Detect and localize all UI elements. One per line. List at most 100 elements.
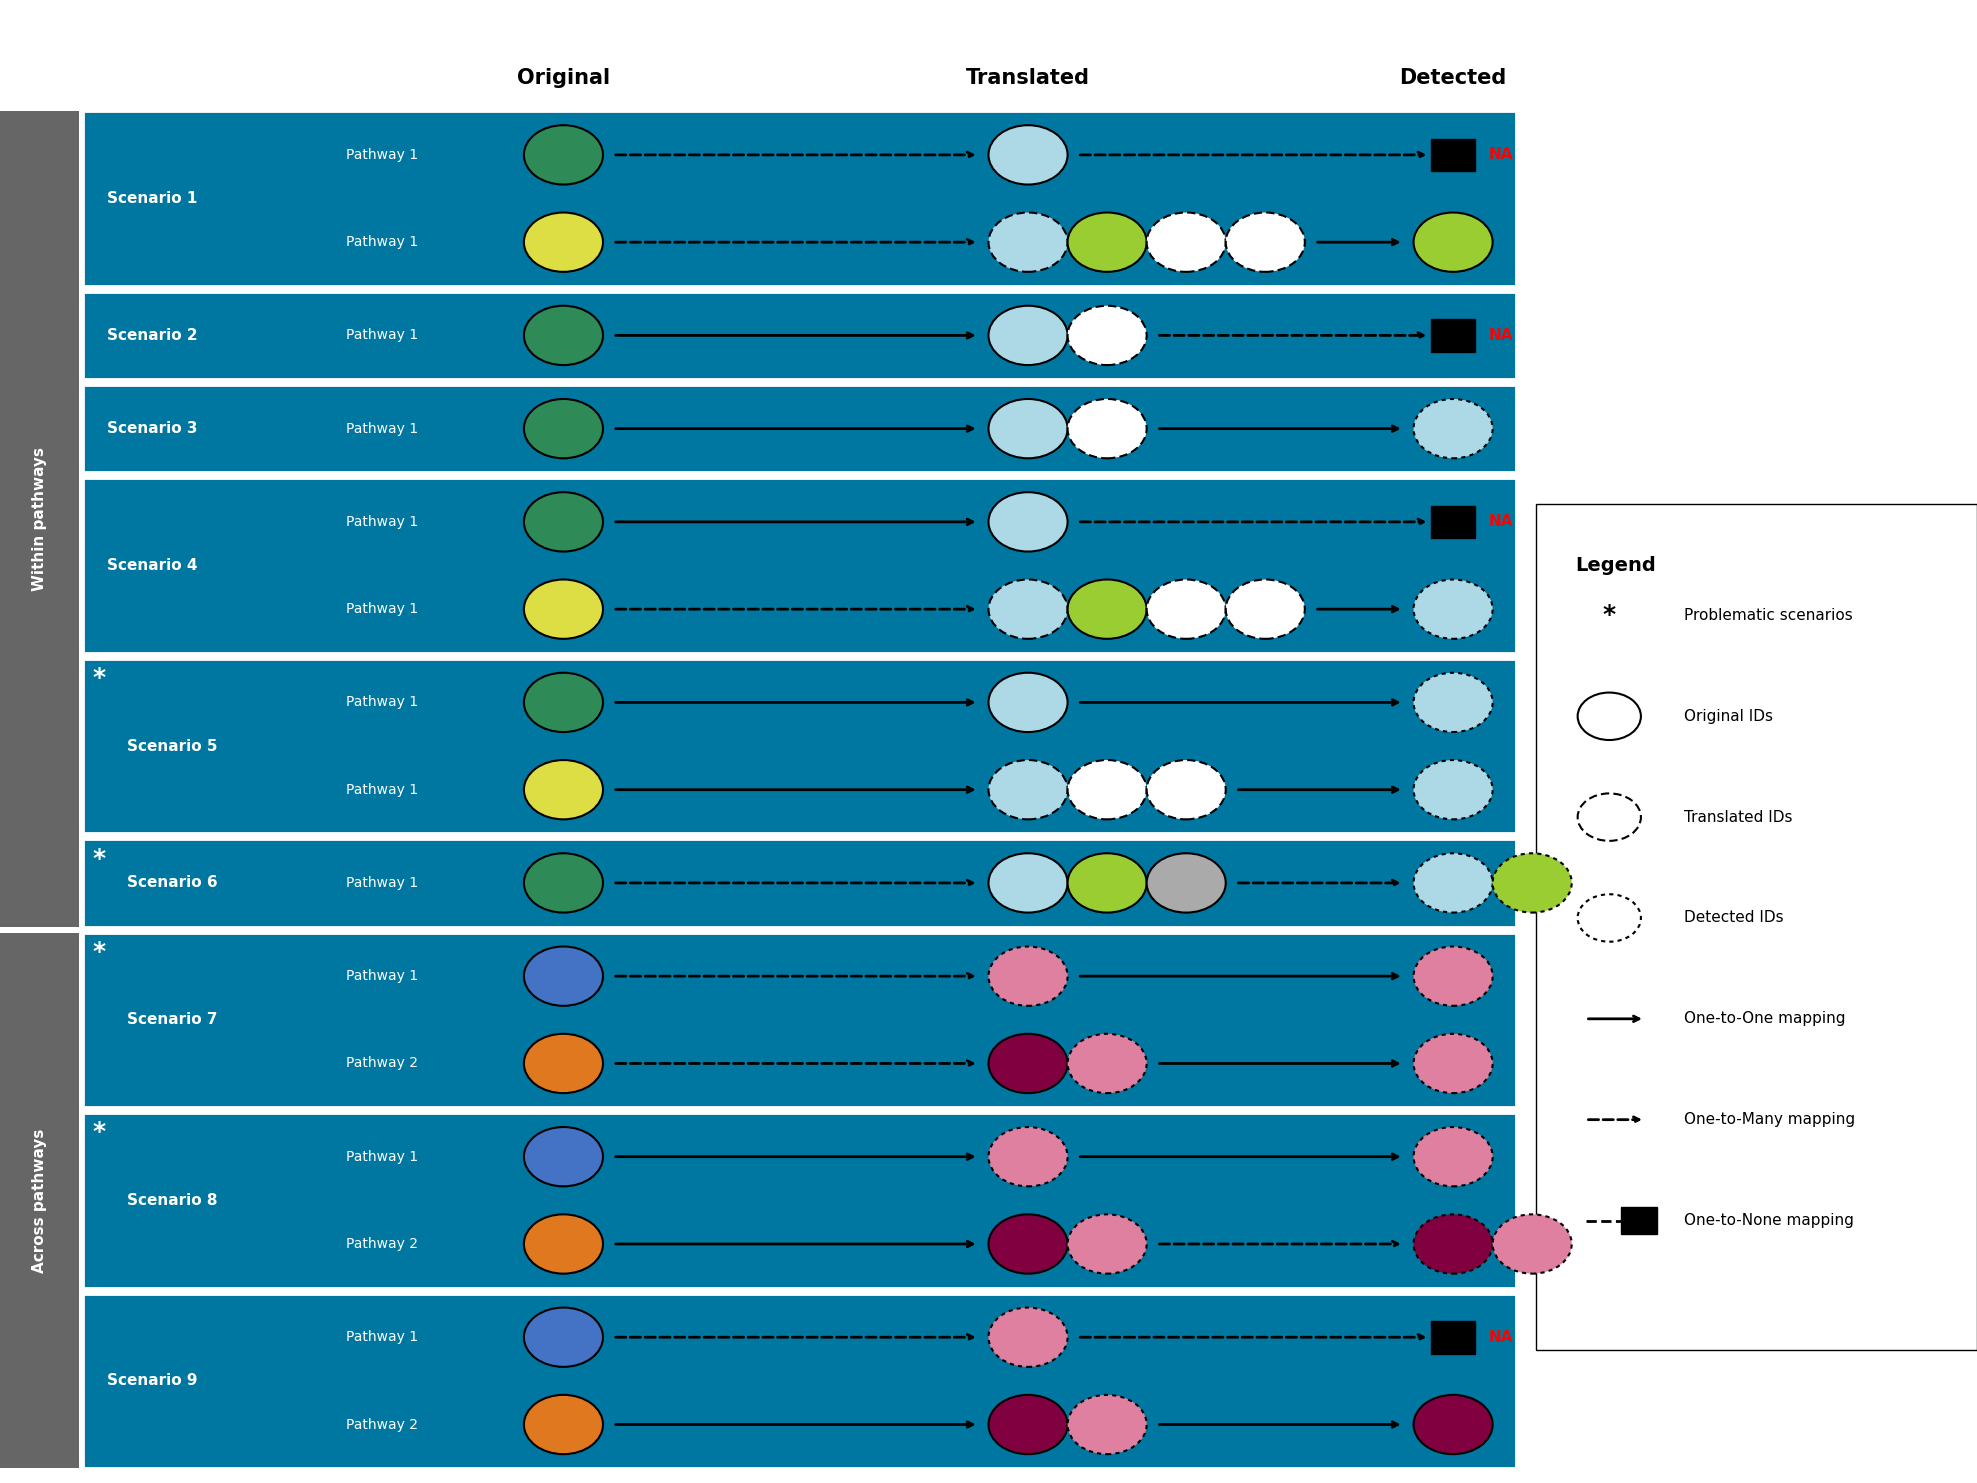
Text: Scenario 4: Scenario 4	[107, 558, 198, 572]
FancyBboxPatch shape	[83, 839, 1516, 927]
Circle shape	[1578, 793, 1641, 841]
Text: Pathway 1: Pathway 1	[346, 602, 417, 615]
Circle shape	[524, 673, 603, 733]
Circle shape	[524, 853, 603, 912]
Text: NA: NA	[1489, 328, 1512, 343]
Bar	[1431, 138, 1475, 171]
Text: Across pathways: Across pathways	[32, 1129, 47, 1272]
Circle shape	[1414, 1396, 1493, 1455]
Text: *: *	[93, 1121, 107, 1145]
Text: Within pathways: Within pathways	[32, 446, 47, 590]
Circle shape	[524, 1396, 603, 1455]
FancyBboxPatch shape	[83, 386, 1516, 472]
Circle shape	[1414, 853, 1493, 912]
Circle shape	[524, 492, 603, 552]
Circle shape	[988, 305, 1068, 365]
Text: Pathway 2: Pathway 2	[346, 1418, 417, 1431]
Circle shape	[1414, 759, 1493, 819]
Circle shape	[1147, 212, 1226, 271]
Text: One-to-Many mapping: One-to-Many mapping	[1684, 1112, 1856, 1127]
Text: *: *	[1603, 604, 1615, 627]
FancyBboxPatch shape	[83, 1293, 1516, 1468]
Text: NA: NA	[1489, 515, 1512, 529]
Circle shape	[524, 212, 603, 271]
Text: Problematic scenarios: Problematic scenarios	[1684, 608, 1852, 623]
Text: Pathway 1: Pathway 1	[346, 236, 417, 249]
FancyBboxPatch shape	[1536, 504, 1977, 1350]
Circle shape	[988, 399, 1068, 458]
Text: Pathway 1: Pathway 1	[346, 696, 417, 709]
Text: Scenario 1: Scenario 1	[107, 191, 198, 206]
FancyBboxPatch shape	[83, 933, 1516, 1108]
Text: Pathway 2: Pathway 2	[346, 1237, 417, 1252]
Text: Scenario 5: Scenario 5	[127, 739, 217, 753]
Circle shape	[988, 492, 1068, 552]
Text: Scenario 7: Scenario 7	[127, 1013, 217, 1028]
Text: Pathway 1: Pathway 1	[346, 515, 417, 529]
Circle shape	[1068, 1034, 1147, 1093]
Text: Scenario 6: Scenario 6	[127, 875, 217, 890]
Text: Pathway 2: Pathway 2	[346, 1056, 417, 1071]
Circle shape	[1414, 580, 1493, 639]
Circle shape	[1414, 399, 1493, 458]
Circle shape	[1226, 212, 1305, 271]
Circle shape	[1578, 693, 1641, 740]
Text: Detected: Detected	[1400, 68, 1506, 87]
FancyBboxPatch shape	[83, 292, 1516, 380]
Text: Translated IDs: Translated IDs	[1684, 810, 1793, 825]
FancyBboxPatch shape	[0, 933, 79, 1468]
Bar	[1431, 506, 1475, 538]
Circle shape	[988, 673, 1068, 733]
Circle shape	[524, 1127, 603, 1186]
Circle shape	[988, 1127, 1068, 1186]
Circle shape	[988, 1215, 1068, 1274]
Circle shape	[988, 853, 1068, 912]
Circle shape	[1068, 580, 1147, 639]
Text: One-to-None mapping: One-to-None mapping	[1684, 1213, 1854, 1228]
Text: Scenario 3: Scenario 3	[107, 421, 198, 436]
FancyBboxPatch shape	[83, 478, 1516, 653]
Circle shape	[1493, 853, 1572, 912]
Circle shape	[1068, 1396, 1147, 1455]
Circle shape	[1414, 1034, 1493, 1093]
Text: Scenario 8: Scenario 8	[127, 1192, 217, 1207]
Circle shape	[1068, 399, 1147, 458]
Circle shape	[1414, 212, 1493, 271]
Circle shape	[524, 1034, 603, 1093]
Circle shape	[988, 212, 1068, 271]
Text: *: *	[93, 940, 107, 964]
Circle shape	[1414, 1127, 1493, 1186]
Circle shape	[524, 305, 603, 365]
Text: One-to-One mapping: One-to-One mapping	[1684, 1011, 1847, 1026]
Circle shape	[524, 1308, 603, 1367]
Text: Pathway 1: Pathway 1	[346, 783, 417, 796]
Circle shape	[1414, 1215, 1493, 1274]
Circle shape	[988, 580, 1068, 639]
Circle shape	[1147, 580, 1226, 639]
Text: Detected IDs: Detected IDs	[1684, 911, 1783, 925]
FancyBboxPatch shape	[83, 658, 1516, 833]
Circle shape	[524, 399, 603, 458]
Circle shape	[988, 1396, 1068, 1455]
FancyBboxPatch shape	[83, 111, 1516, 286]
Circle shape	[1147, 759, 1226, 819]
Bar	[1431, 319, 1475, 351]
Circle shape	[988, 1034, 1068, 1093]
Circle shape	[988, 946, 1068, 1005]
Circle shape	[988, 125, 1068, 184]
Text: NA: NA	[1489, 1330, 1512, 1345]
Circle shape	[1068, 305, 1147, 365]
Circle shape	[524, 759, 603, 819]
Circle shape	[1068, 853, 1147, 912]
Circle shape	[1493, 1215, 1572, 1274]
Circle shape	[524, 1215, 603, 1274]
Text: *: *	[93, 847, 107, 871]
Circle shape	[1068, 1215, 1147, 1274]
Circle shape	[524, 125, 603, 184]
Circle shape	[1414, 673, 1493, 733]
Circle shape	[1226, 580, 1305, 639]
Bar	[1621, 1207, 1657, 1234]
Text: Pathway 1: Pathway 1	[346, 148, 417, 162]
Circle shape	[1068, 759, 1147, 819]
Text: Scenario 9: Scenario 9	[107, 1373, 198, 1388]
